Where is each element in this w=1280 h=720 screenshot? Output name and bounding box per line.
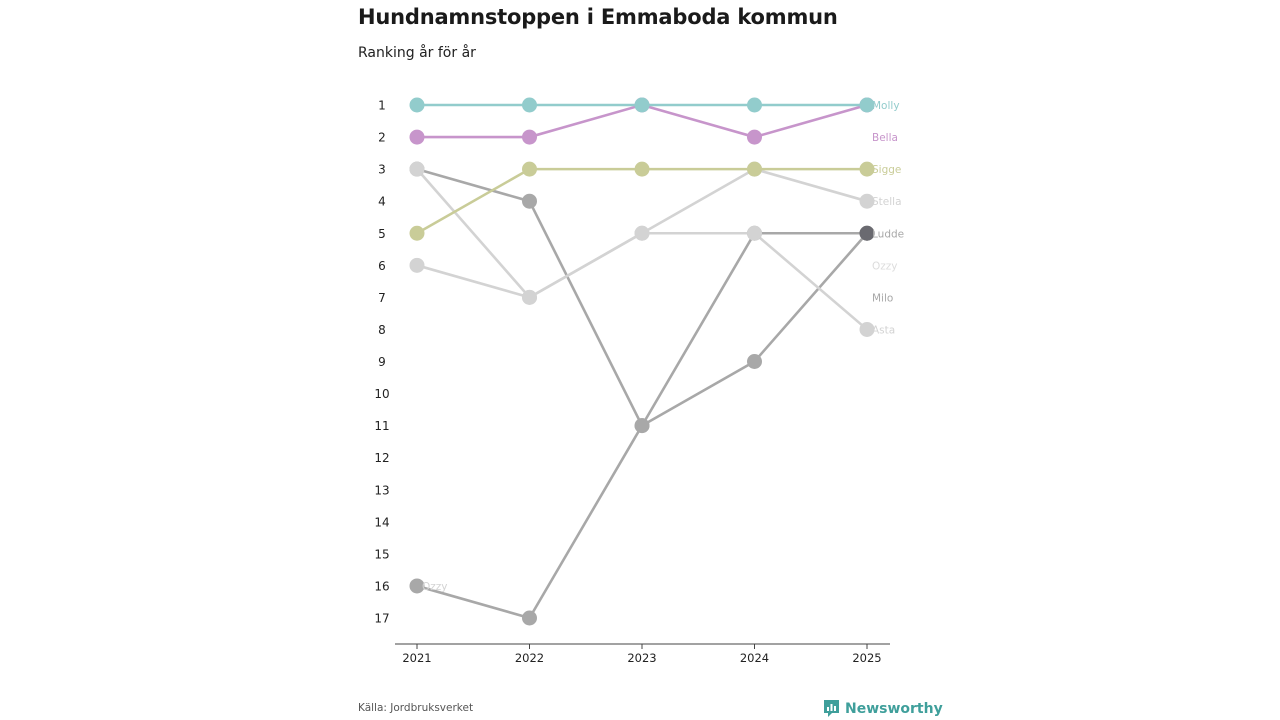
data-point-stella[interactable] <box>522 289 537 305</box>
data-point-stella[interactable] <box>409 161 425 177</box>
data-point-milo[interactable] <box>522 610 537 626</box>
data-point-asta[interactable] <box>859 321 875 337</box>
newsworthy-logo-icon <box>824 700 839 717</box>
y-tick-label: 8 <box>378 323 386 337</box>
data-point-ludde[interactable] <box>747 354 762 369</box>
data-point-ludde[interactable] <box>522 193 537 209</box>
y-tick-label: 17 <box>374 612 389 626</box>
data-point-sigge[interactable] <box>634 161 650 177</box>
x-tick-label: 2023 <box>627 651 656 665</box>
y-tick-label: 4 <box>378 195 386 209</box>
data-point-sigge[interactable] <box>747 161 762 177</box>
data-point-asta[interactable] <box>409 257 425 273</box>
y-tick-label: 11 <box>374 419 389 433</box>
series-labels: Molly Bella Sigge Stella Ludde Ozzy Milo Asta Oz… <box>422 100 904 593</box>
y-tick-label: 9 <box>378 355 386 369</box>
series-lines <box>416 103 868 620</box>
x-tick-label: 2021 <box>402 651 431 665</box>
y-tick-label: 1 <box>378 99 386 113</box>
series-end-label: Bella <box>872 132 898 144</box>
series-end-label: Molly <box>872 100 900 112</box>
highlight-point[interactable] <box>859 225 875 241</box>
data-point-sigge[interactable] <box>859 161 875 177</box>
data-point-molly[interactable] <box>747 97 762 113</box>
source-note: Källa: Jordbruksverket <box>358 702 474 714</box>
x-tick-label: 2025 <box>852 651 881 665</box>
y-tick-label: 7 <box>378 291 386 305</box>
x-axis: 2021 2022 2023 2024 2025 <box>395 643 890 665</box>
series-end-label: Ludde <box>872 228 904 240</box>
brand-logo[interactable]: Newsworthy <box>823 699 943 718</box>
series-line-ludde <box>416 167 868 427</box>
y-tick-label: 13 <box>374 483 389 497</box>
data-point-molly[interactable] <box>634 97 650 113</box>
brand-name: Newsworthy <box>845 700 943 717</box>
data-point-asta[interactable] <box>747 225 762 241</box>
x-tick-label: 2024 <box>740 651 769 665</box>
y-tick-label: 16 <box>374 579 389 593</box>
series-end-label: Milo <box>872 292 893 304</box>
y-tick-label: 10 <box>374 387 389 401</box>
y-tick-label: 2 <box>378 131 386 145</box>
data-point-milo[interactable] <box>409 578 425 594</box>
data-point-sigge[interactable] <box>409 225 425 241</box>
data-point-molly[interactable] <box>522 97 537 113</box>
y-tick-label: 14 <box>374 515 389 529</box>
series-points <box>409 97 875 626</box>
data-point-stella[interactable] <box>634 225 650 241</box>
data-point-bella[interactable] <box>409 129 425 145</box>
series-end-label: Ozzy <box>872 260 898 272</box>
series-line-sigge <box>416 167 867 235</box>
data-point-bella[interactable] <box>747 129 762 145</box>
series-end-label: Sigge <box>872 164 901 176</box>
y-tick-label: 5 <box>378 227 386 241</box>
chart-subtitle: Ranking år för år <box>358 45 476 61</box>
y-tick-label: 12 <box>374 451 389 465</box>
series-end-label: Stella <box>872 196 902 208</box>
data-point-molly[interactable] <box>859 97 875 113</box>
data-point-ludde[interactable] <box>634 418 650 434</box>
y-tick-label: 15 <box>374 547 389 561</box>
series-start-label: Ozzy <box>422 581 448 593</box>
data-point-bella[interactable] <box>522 129 537 145</box>
y-tick-label: 6 <box>378 259 386 273</box>
chart-title: Hundnamnstoppen i Emmaboda kommun <box>358 5 838 29</box>
data-point-sigge[interactable] <box>522 161 537 177</box>
y-tick-label: 3 <box>378 163 386 177</box>
data-point-stella[interactable] <box>859 193 875 209</box>
data-point-molly[interactable] <box>409 97 425 113</box>
x-tick-label: 2022 <box>515 651 544 665</box>
series-end-label: Asta <box>872 324 895 336</box>
